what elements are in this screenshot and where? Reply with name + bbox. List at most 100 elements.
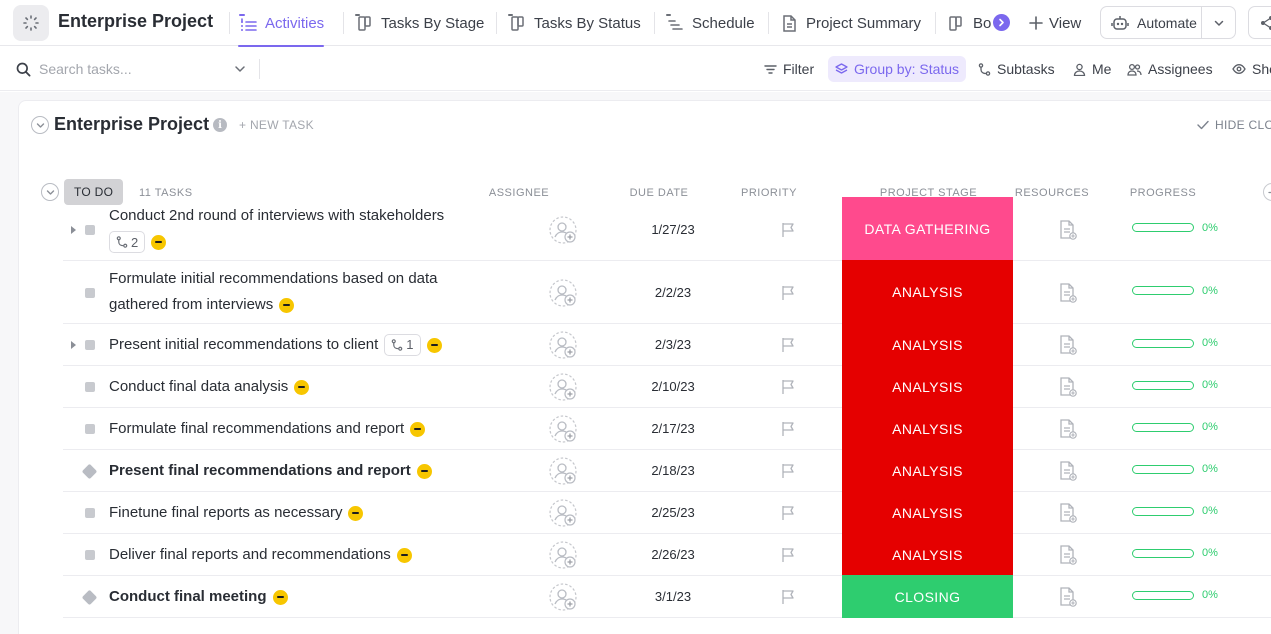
tab-tasks-by-status[interactable]: Tasks By Status [507,0,641,46]
status-indicator-icon[interactable] [426,337,442,353]
automate-button[interactable]: Automate [1100,6,1236,39]
due-date[interactable]: 2/2/23 [654,284,692,300]
search-box[interactable] [16,47,229,91]
priority-flag-icon[interactable] [781,505,795,526]
task-status-icon[interactable] [85,224,95,235]
tab-activities[interactable]: Activities [238,0,325,47]
due-date[interactable]: 2/3/23 [654,337,692,352]
add-assignee-icon[interactable] [549,215,577,244]
due-date[interactable]: 2/18/23 [651,463,695,478]
me-filter-button[interactable]: Me [1073,47,1111,91]
table-row[interactable]: Deliver final reports and recommendation… [63,533,1271,576]
search-options-chevron-icon[interactable] [233,62,247,76]
resources-file-icon[interactable] [1059,282,1077,308]
status-indicator-icon[interactable] [410,421,426,437]
due-date[interactable]: 2/26/23 [651,547,695,562]
project-title[interactable]: Enterprise Project [58,11,214,31]
priority-flag-icon[interactable] [781,222,795,243]
task-name-cell[interactable]: Conduct final data analysis [109,374,509,400]
collapse-group-chevron-icon[interactable] [41,183,59,201]
task-name-cell[interactable]: Formulate initial recommendations based … [109,266,479,318]
project-status-icon[interactable] [13,5,49,41]
resources-file-icon[interactable] [1059,461,1077,486]
add-assignee-icon[interactable] [549,583,577,611]
priority-flag-icon[interactable] [781,337,795,358]
more-tabs-arrow-icon[interactable] [993,14,1010,31]
task-name[interactable]: Deliver final reports and recommendation… [109,546,412,563]
expand-subtasks-icon[interactable] [71,225,76,234]
add-assignee-icon[interactable] [549,457,577,485]
task-status-icon[interactable] [85,382,95,392]
automate-menu-chevron-icon[interactable] [1201,7,1235,38]
search-input[interactable] [39,61,229,77]
resources-file-icon[interactable] [1059,587,1077,612]
subtasks-button[interactable]: Subtasks [978,47,1055,91]
task-name-cell[interactable]: Present initial recommendations to clien… [109,332,509,358]
tab-schedule[interactable]: Schedule [665,0,755,46]
column-header-progress[interactable]: PROGRESS [1129,187,1197,199]
project-stage-cell[interactable]: ANALYSIS [842,260,1013,324]
status-indicator-icon[interactable] [416,463,432,479]
task-status-icon[interactable] [85,287,95,298]
status-indicator-icon[interactable] [348,505,364,521]
column-header-assignee[interactable]: ASSIGNEE [488,187,550,199]
project-stage-cell[interactable]: ANALYSIS [842,323,1013,366]
share-button[interactable] [1248,6,1271,39]
add-assignee-icon[interactable] [549,415,577,443]
task-name[interactable]: Conduct final meeting [109,588,288,605]
resources-file-icon[interactable] [1059,419,1077,444]
due-date[interactable]: 1/27/23 [651,221,695,237]
subtask-count[interactable]: 2 [109,231,146,253]
task-status-icon[interactable] [81,589,98,606]
task-name[interactable]: Conduct final data analysis [109,378,310,395]
table-row[interactable]: Present initial recommendations to clien… [63,323,1271,366]
due-date[interactable]: 2/17/23 [651,421,695,436]
column-header-resources[interactable]: RESOURCES [1014,187,1090,199]
add-view-button[interactable]: View [1029,0,1081,46]
table-row[interactable]: Formulate initial recommendations based … [63,260,1271,324]
task-name-cell[interactable]: Conduct 2nd round of interviews with sta… [109,203,509,253]
list-title[interactable]: Enterprise Project [54,114,210,134]
task-name-cell[interactable]: Present final recommendations and report [109,458,509,484]
task-name[interactable]: Formulate final recommendations and repo… [109,420,426,437]
project-stage-cell[interactable]: ANALYSIS [842,533,1013,576]
priority-flag-icon[interactable] [781,547,795,568]
column-header-project-stage[interactable]: PROJECT STAGE [879,187,978,199]
add-assignee-icon[interactable] [549,331,577,359]
task-name-cell[interactable]: Deliver final reports and recommendation… [109,542,509,568]
priority-flag-icon[interactable] [781,589,795,610]
assignees-button[interactable]: Assignees [1127,47,1213,91]
column-header-priority[interactable]: PRIORITY [741,187,797,199]
collapse-list-chevron-icon[interactable] [31,116,49,134]
task-status-icon[interactable] [81,463,98,480]
resources-file-icon[interactable] [1059,335,1077,360]
show-button[interactable]: Sho [1232,47,1271,91]
status-badge[interactable]: TO DO [64,179,124,205]
table-row[interactable]: Conduct final data analysis 2/10/23 ANAL… [63,365,1271,408]
expand-subtasks-icon[interactable] [71,341,76,349]
priority-flag-icon[interactable] [781,285,795,306]
subtask-count[interactable]: 1 [384,334,421,357]
add-assignee-icon[interactable] [549,541,577,569]
table-row[interactable]: Finetune final reports as necessary 2/25… [63,491,1271,534]
task-name[interactable]: Present final recommendations and report [109,462,432,479]
task-name-cell[interactable]: Finetune final reports as necessary [109,500,509,526]
hide-closed-button[interactable]: HIDE CLO [1197,118,1271,132]
due-date[interactable]: 2/10/23 [651,379,695,394]
add-assignee-icon[interactable] [549,278,577,307]
status-indicator-icon[interactable] [279,297,295,313]
table-row[interactable]: Present final recommendations and report… [63,449,1271,492]
priority-flag-icon[interactable] [781,463,795,484]
tab-tasks-by-stage[interactable]: Tasks By Stage [354,0,484,46]
new-task-button[interactable]: + NEW TASK [239,118,314,132]
status-indicator-icon[interactable] [151,234,167,250]
due-date[interactable]: 3/1/23 [654,589,692,604]
priority-flag-icon[interactable] [781,421,795,442]
task-status-icon[interactable] [85,424,95,434]
resources-file-icon[interactable] [1059,503,1077,528]
status-indicator-icon[interactable] [272,589,288,605]
info-icon[interactable]: i [213,118,227,132]
add-assignee-icon[interactable] [549,373,577,401]
task-name[interactable]: Conduct 2nd round of interviews with sta… [109,207,445,224]
task-status-icon[interactable] [85,550,95,560]
